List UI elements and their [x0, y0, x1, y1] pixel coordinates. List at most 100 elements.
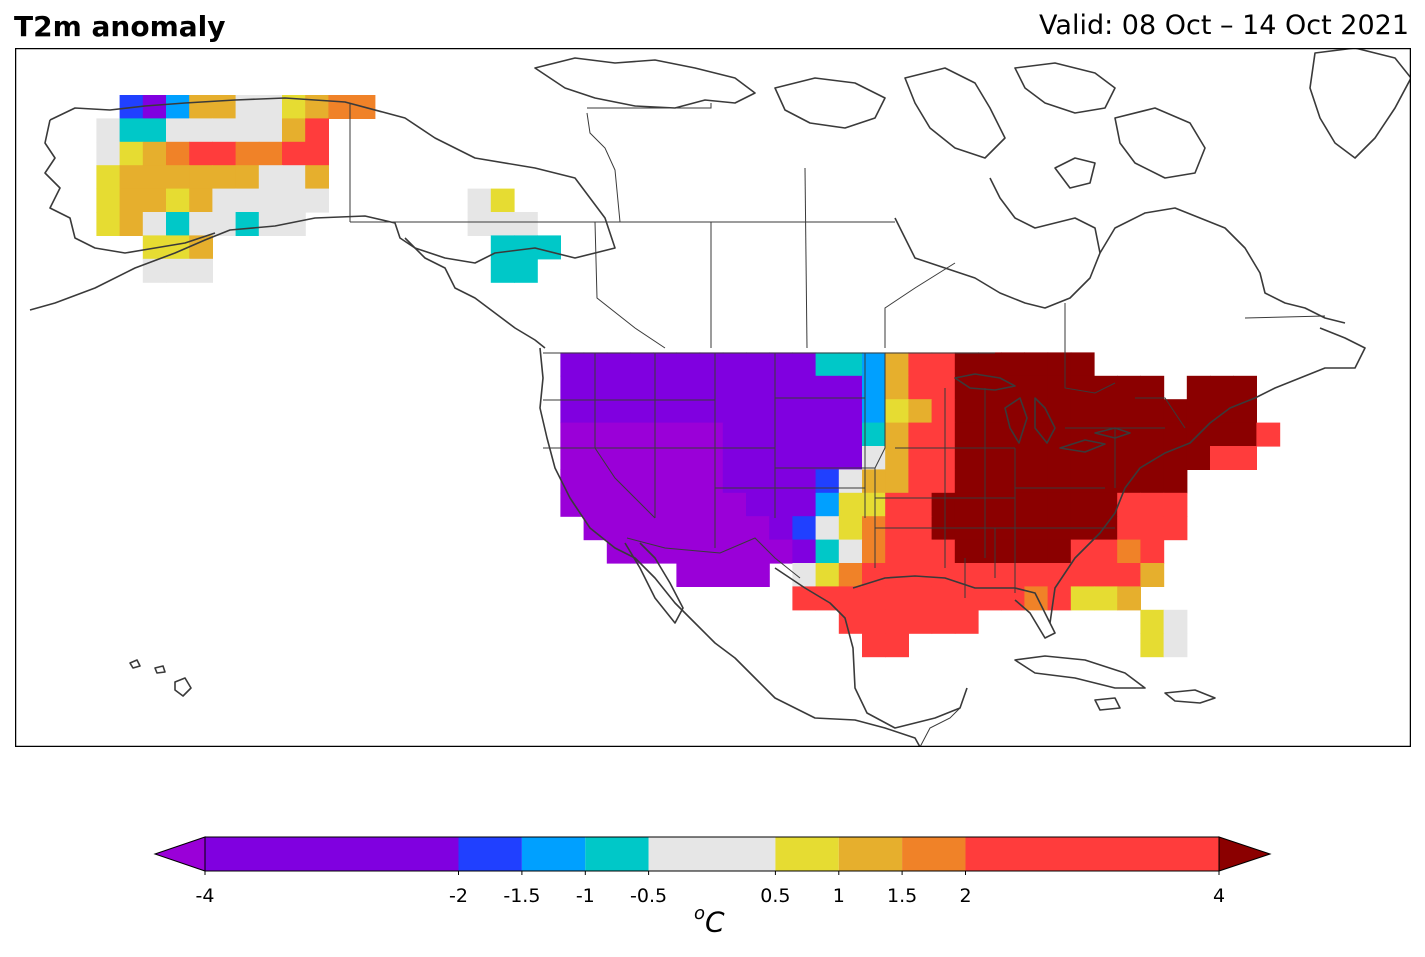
anomaly-cell: [1186, 375, 1211, 400]
anomaly-cell: [1210, 422, 1234, 447]
anomaly-cell: [746, 352, 770, 377]
anomaly-cell: [1070, 399, 1095, 424]
anomaly-cell: [96, 118, 121, 143]
anomaly-cell: [722, 492, 747, 517]
anomaly-cell: [1140, 633, 1165, 658]
anomaly-cell: [885, 422, 909, 447]
anomaly-cell: [1163, 516, 1188, 541]
anomaly-cell: [653, 352, 677, 377]
colorbar-tick-label: -2: [449, 885, 468, 907]
anomaly-cell: [769, 375, 793, 400]
anomaly-cell: [653, 375, 677, 400]
anomaly-cell: [908, 422, 933, 447]
anomaly-cell: [978, 375, 1002, 400]
anomaly-cell: [746, 446, 770, 470]
anomaly-cell: [514, 235, 538, 260]
colorbar-tick-label: 4: [1213, 885, 1225, 907]
anomaly-cell: [560, 399, 585, 424]
anomaly-cell: [722, 516, 747, 541]
anomaly-cell: [908, 609, 933, 634]
anomaly-cell: [1094, 563, 1118, 587]
colorbar-segment: [965, 837, 1219, 871]
anomaly-cell: [490, 235, 515, 260]
anomaly-cell: [1001, 352, 1025, 377]
anomaly-cell: [166, 165, 190, 190]
anomaly-cell: [792, 492, 817, 517]
anomaly-cell: [815, 516, 840, 541]
colorbar-tick-label: -0.5: [630, 885, 667, 907]
anomaly-cell: [1210, 375, 1234, 400]
anomaly-cell: [606, 516, 631, 541]
anomaly-cell: [954, 563, 979, 587]
colorbar-tick-label: 1: [833, 885, 845, 907]
anomaly-cell: [838, 609, 863, 634]
anomaly-cell: [908, 375, 933, 400]
anomaly-cell: [1024, 469, 1049, 494]
anomaly-cell: [1256, 422, 1281, 447]
anomaly-cell: [1163, 492, 1188, 517]
state-border: [594, 447, 656, 519]
anomaly-cell: [630, 399, 654, 424]
anomaly-cell: [1001, 563, 1025, 587]
anomaly-cell: [1024, 352, 1049, 377]
anomaly-cell: [931, 375, 956, 400]
anomaly-cell: [862, 516, 886, 541]
anomaly-cell: [746, 469, 770, 494]
anomaly-cell: [119, 165, 144, 190]
colorbar-segment: [521, 837, 586, 871]
anomaly-cell: [258, 212, 283, 236]
anomaly-cell: [978, 352, 1002, 377]
anomaly-cell: [1047, 422, 1072, 447]
anomaly-cell: [931, 446, 956, 470]
colorbar-under-triangle: [153, 836, 206, 872]
anomaly-cell: [583, 516, 608, 541]
anomaly-cell: [1163, 609, 1188, 634]
anomaly-cell: [746, 539, 770, 564]
anomaly-cell: [653, 422, 677, 447]
anomaly-cell: [862, 563, 886, 587]
anomaly-cell: [1047, 492, 1072, 517]
anomaly-cell: [1163, 422, 1188, 447]
anomaly-cell: [746, 516, 770, 541]
anomaly-cell: [606, 375, 631, 400]
anomaly-cell: [885, 375, 909, 400]
anomaly-cell: [1094, 399, 1118, 424]
anomaly-cell: [792, 563, 817, 587]
anomaly-cell: [1047, 469, 1072, 494]
anomaly-cell: [212, 165, 237, 190]
anomaly-cell: [815, 586, 840, 611]
anomaly-cell: [931, 399, 956, 424]
anomaly-cell: [908, 492, 933, 517]
anomaly-cell: [119, 141, 144, 166]
anomaly-cell: [1233, 422, 1257, 447]
anomaly-cell: [885, 539, 909, 564]
anomaly-cell: [583, 469, 608, 494]
anomaly-cell: [954, 399, 979, 424]
anomaly-cell: [514, 258, 538, 283]
anomaly-cell: [1140, 609, 1165, 634]
anomaly-cell: [606, 352, 631, 377]
colorbar-frame: [204, 836, 1220, 872]
anomaly-cell: [189, 95, 213, 119]
anomaly-cell: [746, 563, 770, 587]
anomaly-cell: [653, 516, 677, 541]
anomaly-cell: [769, 399, 793, 424]
anomaly-cell: [769, 352, 793, 377]
anomaly-cell: [189, 235, 213, 260]
anomaly-cell: [1001, 492, 1025, 517]
anomaly-cell: [1117, 399, 1141, 424]
anomaly-cell: [746, 375, 770, 400]
anomaly-cell: [699, 399, 724, 424]
colorbar-tick-label: 0.5: [760, 885, 790, 907]
anomaly-cell: [630, 516, 654, 541]
anomaly-cell: [676, 422, 701, 447]
anomaly-cell: [142, 212, 167, 236]
us-state-lines: [543, 353, 1186, 598]
anomaly-cell: [838, 399, 863, 424]
anomaly-cell: [862, 446, 886, 470]
anomaly-cell: [885, 586, 909, 611]
anomaly-cell: [305, 95, 329, 119]
coastlines: [29, 48, 1411, 747]
anomaly-cell: [815, 375, 840, 400]
anomaly-cell: [606, 446, 631, 470]
